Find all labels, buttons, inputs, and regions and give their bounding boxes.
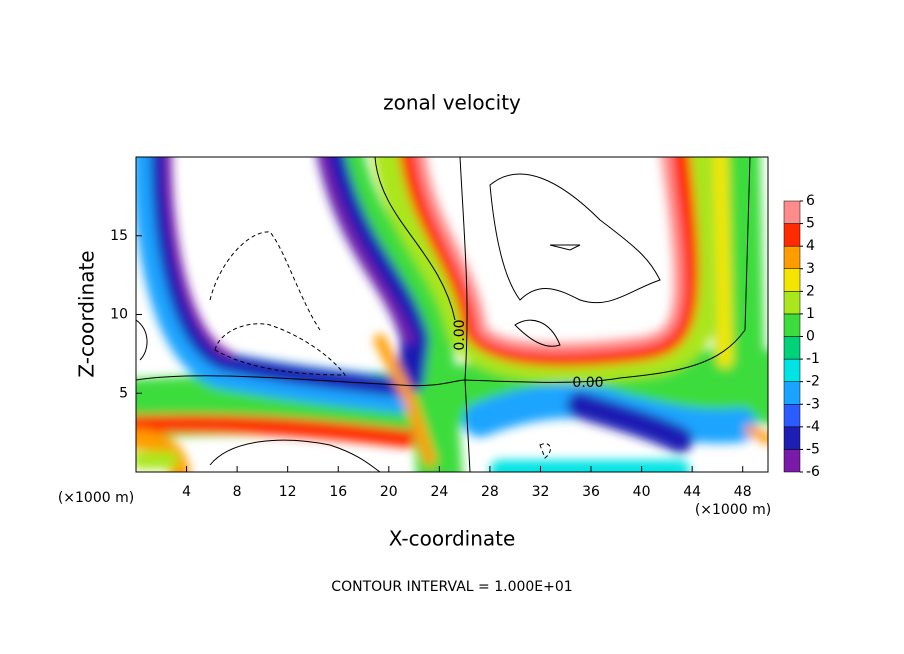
colorbar-cell (783, 291, 801, 315)
x-unit: (×1000 m) (695, 502, 771, 518)
x-tick-label: 24 (430, 484, 448, 500)
x-tick-label: 16 (329, 484, 347, 500)
colorbar-label: -3 (806, 396, 820, 412)
x-tick-label: 12 (279, 484, 297, 500)
x-tick-label: 36 (582, 484, 600, 500)
colorbar-cell (783, 245, 801, 270)
x-tick-label: 44 (683, 484, 701, 500)
colorbar-label: 2 (806, 283, 815, 299)
y-unit: (×1000 m) (58, 490, 134, 506)
contour-label: 0.00 (452, 319, 468, 350)
colorbar-label: 4 (806, 238, 815, 254)
y-tick-label: 10 (110, 307, 128, 323)
colorbar-label: -5 (806, 441, 820, 457)
colorbar-label: 0 (806, 329, 815, 345)
colorbar-cell (783, 200, 801, 224)
colorbar-label: 5 (806, 216, 815, 232)
y-tick-label: 15 (110, 228, 128, 244)
x-tick-label: 20 (380, 484, 398, 500)
colorbar-cell (783, 223, 801, 247)
y-tick-label: 5 (119, 385, 128, 401)
colorbar-cell (783, 381, 801, 405)
colorbar-cell (783, 358, 801, 382)
colorbar-cell (783, 336, 801, 360)
chart-title: zonal velocity (383, 91, 521, 115)
x-tick-label: 48 (734, 484, 752, 500)
colorbar-label: -6 (806, 464, 820, 480)
colorbar-cell (783, 313, 801, 337)
x-tick-label: 40 (633, 484, 651, 500)
colorbar-cell (783, 426, 801, 450)
x-axis-label: X-coordinate (389, 527, 516, 551)
contour-field (136, 157, 768, 472)
colorbar-label: -4 (806, 419, 820, 435)
colorbar-cell (783, 449, 801, 473)
x-tick-label: 28 (481, 484, 499, 500)
footer-note: CONTOUR INTERVAL = 1.000E+01 (331, 579, 572, 595)
colorbar-label: -2 (806, 374, 820, 390)
x-tick-label: 4 (182, 484, 191, 500)
colorbar-label: -1 (806, 351, 820, 367)
colorbar-label: 6 (806, 193, 815, 209)
colorbar-cell (783, 268, 801, 292)
colorbar-cell (783, 404, 801, 428)
x-tick-label: 32 (532, 484, 550, 500)
colorbar-label: 3 (806, 261, 815, 277)
x-tick-label: 8 (233, 484, 242, 500)
contour-label: 0.00 (572, 375, 603, 391)
colorbar-label: 1 (806, 306, 815, 322)
y-axis-label: Z-coordinate (75, 250, 99, 377)
